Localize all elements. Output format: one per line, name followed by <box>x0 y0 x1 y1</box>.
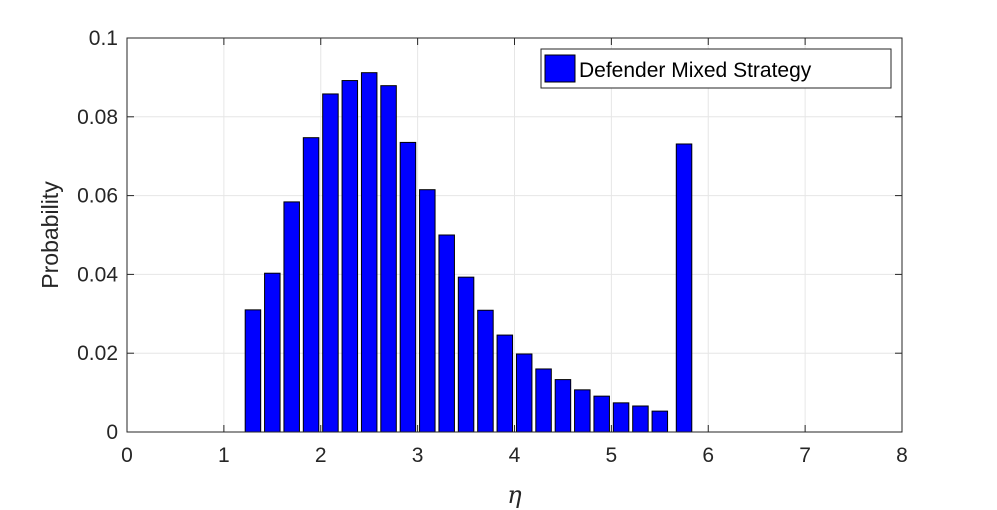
bars <box>244 72 693 433</box>
legend-swatch <box>544 54 576 83</box>
x-tick-label: 2 <box>315 444 327 467</box>
bar <box>535 368 552 433</box>
bar <box>515 353 533 433</box>
bar <box>457 276 475 433</box>
bar <box>675 143 693 433</box>
bar <box>380 85 397 433</box>
x-tick-label: 5 <box>606 444 618 467</box>
y-tick-label: 0.02 <box>77 342 118 365</box>
bar <box>651 410 669 433</box>
grid <box>126 37 903 433</box>
legend-label: Defender Mixed Strategy <box>579 59 812 82</box>
bar <box>244 309 262 433</box>
bar <box>302 137 320 433</box>
bar <box>264 272 281 433</box>
bar <box>554 379 572 433</box>
bar <box>438 234 455 433</box>
legend: Defender Mixed Strategy <box>540 48 892 89</box>
ticks: 0 1 2 3 4 5 6 7 8 0 0.02 0.04 0.06 0.08 0.1 <box>77 27 908 467</box>
x-tick-label: 6 <box>702 444 714 467</box>
bar <box>574 389 591 433</box>
legend-box <box>540 48 892 89</box>
x-axis-label: η <box>507 481 522 509</box>
x-tick-label: 1 <box>218 444 230 467</box>
bar <box>283 201 300 433</box>
bar <box>322 93 339 433</box>
bar <box>612 402 630 433</box>
bar <box>593 395 610 433</box>
y-tick-label: 0.06 <box>77 185 118 208</box>
x-tick-label: 8 <box>896 444 908 467</box>
y-tick-label: 0.04 <box>77 263 118 286</box>
y-tick-label: 0.08 <box>77 106 118 129</box>
bar <box>632 405 649 433</box>
x-tick-label: 3 <box>412 444 424 467</box>
x-tick-label: 4 <box>509 444 521 467</box>
x-tick-label: 0 <box>121 444 133 467</box>
y-tick-label: 0.1 <box>89 27 118 50</box>
bar <box>399 141 417 433</box>
bar <box>477 309 494 433</box>
bar <box>341 80 359 433</box>
y-axis-label: Probability <box>37 181 63 289</box>
x-tick-label: 7 <box>799 444 811 467</box>
bar <box>496 334 514 433</box>
y-tick-label: 0 <box>106 421 118 444</box>
bar <box>419 189 436 433</box>
bar <box>360 72 378 433</box>
